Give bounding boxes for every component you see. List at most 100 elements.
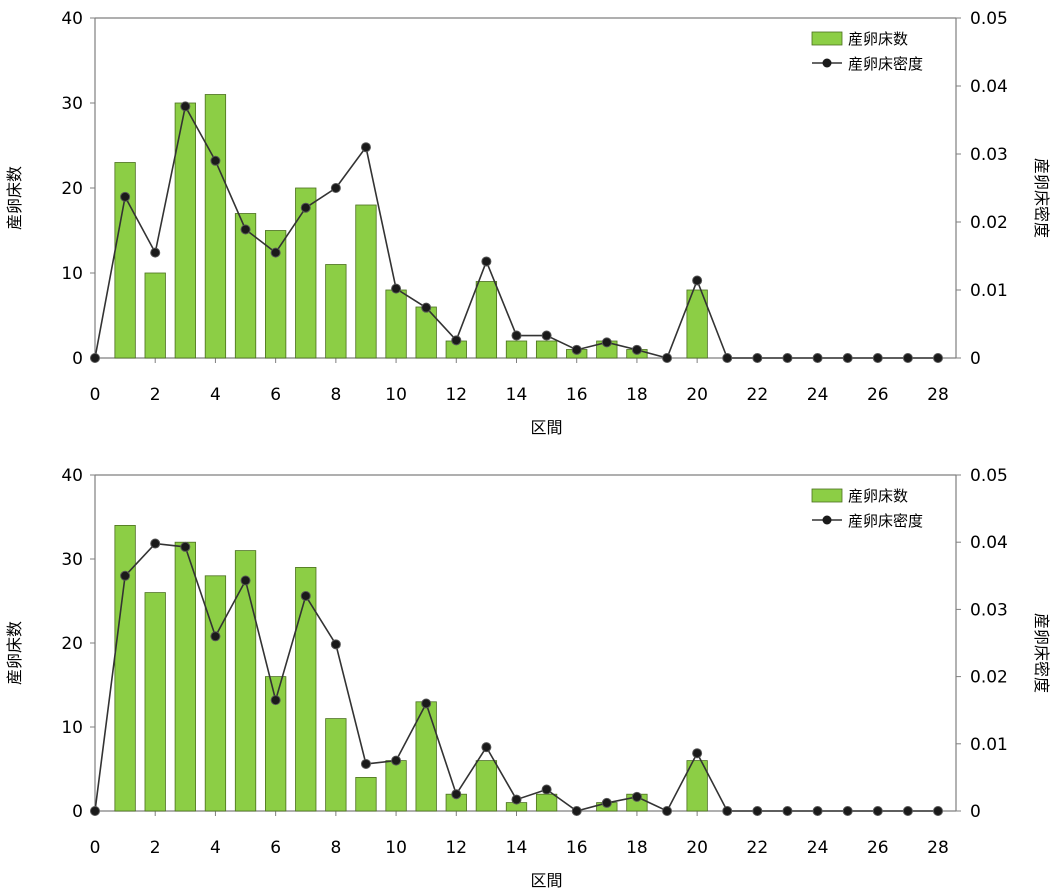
bar bbox=[535, 340, 558, 359]
x-tick-label: 24 bbox=[807, 838, 829, 858]
density-point bbox=[391, 283, 402, 294]
density-point bbox=[902, 806, 913, 816]
density-point bbox=[541, 330, 552, 341]
density-point bbox=[90, 806, 100, 816]
density-point bbox=[872, 353, 883, 363]
x-tick-label: 12 bbox=[445, 838, 467, 858]
density-point bbox=[120, 191, 131, 202]
x-tick-label: 24 bbox=[807, 385, 829, 405]
bar bbox=[204, 94, 227, 359]
legend-line-marker bbox=[822, 515, 832, 525]
x-tick-label: 28 bbox=[927, 838, 949, 858]
density-point bbox=[692, 275, 703, 286]
density-point bbox=[842, 806, 853, 816]
density-point bbox=[451, 335, 462, 346]
density-point bbox=[300, 202, 311, 213]
x-tick-label: 22 bbox=[747, 385, 769, 405]
bar bbox=[114, 162, 136, 359]
right-tick-label: 0.02 bbox=[970, 668, 1008, 688]
right-y-axis-title: 産卵床密度 bbox=[1032, 613, 1051, 693]
x-tick-label: 26 bbox=[867, 838, 889, 858]
right-tick-label: 0.05 bbox=[970, 466, 1008, 486]
density-point bbox=[240, 575, 251, 586]
bar bbox=[234, 213, 257, 359]
x-tick-label: 20 bbox=[686, 838, 708, 858]
density-point bbox=[210, 631, 221, 642]
density-point bbox=[150, 538, 161, 549]
bar bbox=[144, 272, 166, 359]
density-point bbox=[391, 755, 402, 766]
x-tick-label: 10 bbox=[385, 385, 407, 405]
density-point bbox=[933, 353, 943, 363]
left-tick-label: 30 bbox=[61, 94, 83, 114]
density-point bbox=[511, 330, 522, 341]
left-tick-label: 40 bbox=[61, 466, 83, 486]
legend-bar-label: 産卵床数 bbox=[848, 30, 908, 48]
x-tick-label: 16 bbox=[566, 385, 588, 405]
bar bbox=[204, 575, 227, 812]
bar bbox=[265, 230, 287, 359]
density-point bbox=[722, 353, 733, 363]
bar bbox=[295, 187, 317, 359]
density-point bbox=[210, 155, 221, 166]
bar bbox=[475, 281, 498, 359]
density-point bbox=[180, 541, 191, 552]
density-point bbox=[812, 806, 823, 816]
bar bbox=[174, 541, 196, 812]
density-point bbox=[421, 698, 432, 709]
density-point bbox=[902, 353, 913, 363]
density-point bbox=[631, 344, 642, 355]
x-tick-label: 0 bbox=[90, 385, 101, 405]
legend-bar-swatch bbox=[811, 31, 843, 46]
right-tick-label: 0.05 bbox=[970, 9, 1008, 29]
x-tick-label: 28 bbox=[927, 385, 949, 405]
x-tick-label: 16 bbox=[566, 838, 588, 858]
density-point bbox=[270, 247, 281, 258]
bar bbox=[686, 760, 708, 812]
density-point bbox=[872, 806, 883, 816]
x-tick-label: 4 bbox=[210, 385, 221, 405]
x-tick-label: 0 bbox=[90, 838, 101, 858]
right-tick-label: 0 bbox=[970, 349, 981, 369]
x-tick-label: 22 bbox=[747, 838, 769, 858]
left-tick-label: 20 bbox=[61, 634, 83, 654]
bar bbox=[355, 204, 377, 359]
x-tick-label: 14 bbox=[506, 838, 528, 858]
bar bbox=[475, 760, 498, 812]
x-tick-label: 2 bbox=[150, 385, 161, 405]
density-point bbox=[421, 302, 432, 313]
legend-bar-swatch bbox=[811, 488, 843, 503]
density-point bbox=[270, 695, 281, 706]
density-point bbox=[330, 639, 341, 650]
left-tick-label: 30 bbox=[61, 550, 83, 570]
x-axis-title: 区間 bbox=[530, 418, 562, 437]
density-point bbox=[150, 247, 161, 258]
bar bbox=[355, 777, 377, 812]
legend-line-marker bbox=[822, 58, 832, 68]
density-point bbox=[571, 344, 582, 355]
left-y-axis-title: 産卵床数 bbox=[5, 166, 24, 230]
density-point bbox=[692, 748, 703, 759]
bar bbox=[505, 340, 528, 359]
x-tick-label: 18 bbox=[626, 385, 648, 405]
density-point bbox=[90, 353, 100, 363]
right-tick-label: 0.03 bbox=[970, 600, 1008, 620]
bar bbox=[265, 676, 287, 812]
right-tick-label: 0.04 bbox=[970, 77, 1008, 97]
right-tick-label: 0 bbox=[970, 802, 981, 822]
right-tick-label: 0.02 bbox=[970, 213, 1008, 233]
density-point bbox=[782, 806, 793, 816]
x-tick-label: 6 bbox=[270, 838, 281, 858]
x-tick-label: 18 bbox=[626, 838, 648, 858]
x-tick-label: 12 bbox=[445, 385, 467, 405]
density-point bbox=[360, 758, 371, 769]
x-tick-label: 4 bbox=[210, 838, 221, 858]
bar bbox=[325, 264, 347, 359]
left-tick-label: 10 bbox=[61, 264, 83, 284]
x-tick-label: 14 bbox=[506, 385, 528, 405]
right-tick-label: 0.01 bbox=[970, 735, 1008, 755]
density-point bbox=[511, 794, 522, 805]
density-point bbox=[571, 806, 582, 816]
